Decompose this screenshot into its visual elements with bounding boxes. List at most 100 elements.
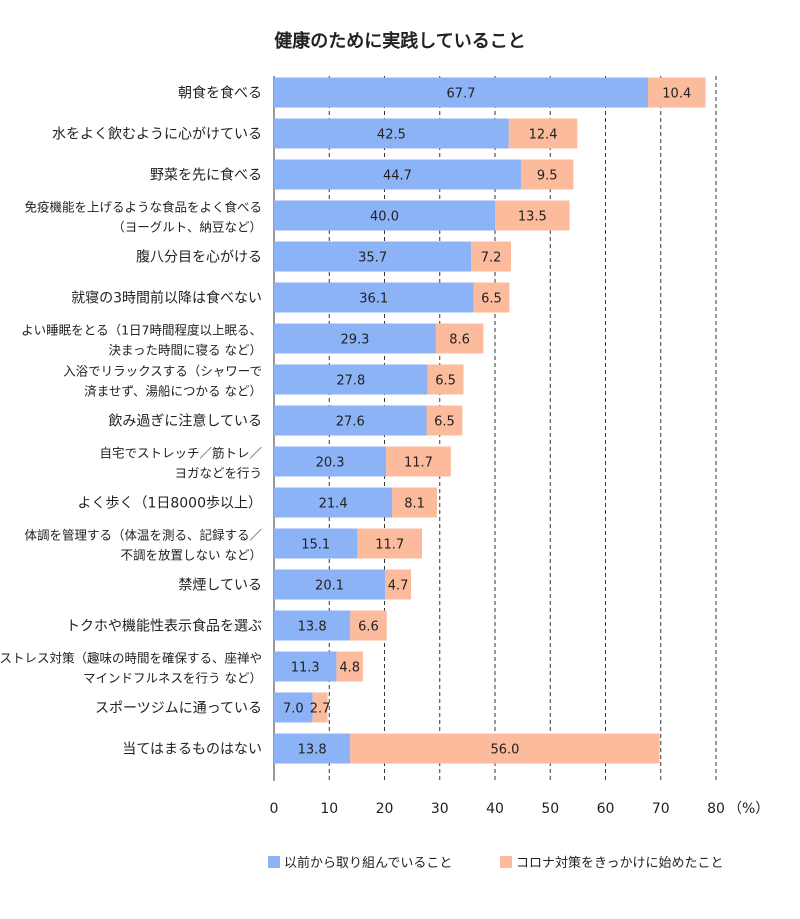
category-label: 体調を管理する（体温を測る、記録する／ — [24, 528, 262, 543]
data-label: 12.4 — [529, 128, 558, 143]
bar-covid — [357, 528, 423, 559]
bar-covid — [336, 651, 363, 682]
x-tick-label: 0 — [270, 801, 279, 817]
category-label: ストレス対策（趣味の時間を確保する、座禅や — [0, 651, 262, 666]
bar-before — [274, 241, 472, 272]
bar-covid — [495, 200, 570, 231]
category-label: 不調を放置しない など） — [121, 548, 262, 563]
category-label: スポーツジムに通っている — [95, 701, 262, 717]
x-tick-label: 30 — [431, 801, 449, 817]
category-label: 入浴でリラックスする（シャワーで — [63, 364, 262, 379]
category-label: （ヨーグルト、納豆など） — [112, 220, 262, 235]
bar-covid — [471, 241, 512, 272]
category-label: よい睡眠をとる（1日7時間程度以上眠る、 — [21, 323, 262, 338]
data-label: 42.5 — [377, 128, 406, 143]
bar-covid — [427, 364, 464, 395]
x-tick-label: 20 — [376, 801, 394, 817]
data-label: 40.0 — [370, 210, 399, 225]
bar-before — [274, 200, 495, 231]
bar-covid — [426, 405, 463, 436]
category-label: 飲み過ぎに注意している — [108, 413, 262, 430]
data-label: 27.6 — [336, 415, 365, 430]
data-label: 15.1 — [301, 538, 330, 553]
data-label: 6.5 — [434, 415, 455, 430]
category-label: 済ませず、湯船につかる など） — [84, 384, 262, 399]
bar-before — [274, 405, 427, 436]
data-label: 8.6 — [449, 333, 470, 348]
bar-covid — [312, 692, 328, 723]
category-label: ヨガなどを行う — [174, 466, 262, 481]
data-label: 4.8 — [339, 661, 360, 676]
data-label: 13.5 — [518, 210, 547, 225]
x-tick-label: 50 — [541, 801, 559, 817]
data-label: 2.7 — [310, 702, 331, 717]
data-label: 6.5 — [481, 292, 502, 307]
data-label: 20.3 — [316, 456, 345, 471]
data-label: 7.0 — [283, 702, 304, 717]
category-label: 自宅でストレッチ／筋トレ／ — [99, 446, 262, 461]
bar-covid — [473, 282, 510, 313]
data-label: 4.7 — [388, 579, 409, 594]
data-label: 29.3 — [340, 333, 369, 348]
data-label: 27.8 — [336, 374, 365, 389]
bar-covid — [435, 323, 484, 354]
x-tick-label: 10 — [320, 801, 338, 817]
bar-covid — [392, 487, 437, 518]
category-label: 朝食を食べる — [178, 85, 262, 102]
data-label: 11.7 — [375, 538, 404, 553]
bar-before — [274, 446, 387, 477]
data-label: 11.3 — [291, 661, 320, 676]
category-label: 野菜を先に食べる — [150, 167, 262, 184]
bar-before — [274, 77, 649, 108]
category-label: 水をよく飲むように心がけている — [52, 127, 262, 143]
bar-covid — [648, 77, 706, 108]
bar-covid — [350, 733, 660, 764]
bar-covid — [350, 610, 387, 641]
bar-before — [274, 282, 474, 313]
bar-covid — [386, 446, 451, 477]
data-label: 6.5 — [435, 374, 456, 389]
data-label: 56.0 — [490, 743, 519, 758]
data-label: 13.8 — [298, 743, 327, 758]
x-tick-label: 80 — [707, 801, 725, 817]
x-tick-label: 70 — [652, 801, 670, 817]
x-tick-label: 40 — [486, 801, 504, 817]
category-label: 就寝の3時間前以降は食べない — [71, 290, 262, 307]
data-label: 9.5 — [537, 169, 558, 184]
data-label: 11.7 — [404, 456, 433, 471]
category-label: 禁煙している — [178, 578, 262, 594]
data-label: 6.6 — [358, 620, 379, 635]
data-label: 13.8 — [298, 620, 327, 635]
x-tick-label: 60 — [597, 801, 615, 817]
legend-swatch — [268, 856, 280, 868]
data-label: 21.4 — [319, 497, 348, 512]
data-label: 35.7 — [358, 251, 387, 266]
bar-before — [274, 692, 313, 723]
chart-title: 健康のために実践していること — [274, 30, 525, 52]
bar-before — [274, 569, 386, 600]
category-label: 決まった時間に寝る など） — [109, 343, 262, 358]
bar-before — [274, 651, 337, 682]
category-label: マインドフルネスを行う など） — [83, 671, 262, 686]
bar-before — [274, 487, 393, 518]
category-label: 当てはまるものはない — [122, 742, 262, 758]
bar-before — [274, 610, 351, 641]
category-label: 免疫機能を上げるような食品をよく食べる — [24, 200, 262, 215]
legend-swatch — [500, 856, 512, 868]
bar-before — [274, 159, 521, 190]
bar-before — [274, 364, 428, 395]
data-label: 67.7 — [447, 87, 476, 102]
data-label: 36.1 — [359, 292, 388, 307]
bar-covid — [520, 159, 574, 190]
category-label: 腹八分目を心がける — [136, 249, 262, 266]
data-label: 44.7 — [383, 169, 412, 184]
legend-label: コロナ対策をきっかけに始めたこと — [516, 855, 723, 871]
x-unit-label: （%） — [728, 801, 769, 817]
data-label: 7.2 — [481, 251, 502, 266]
bar-before — [274, 323, 436, 354]
bar-before — [274, 733, 351, 764]
category-label: よく歩く（1日8000歩以上） — [77, 496, 262, 512]
data-label: 10.4 — [662, 87, 691, 102]
bar-before — [274, 528, 358, 559]
